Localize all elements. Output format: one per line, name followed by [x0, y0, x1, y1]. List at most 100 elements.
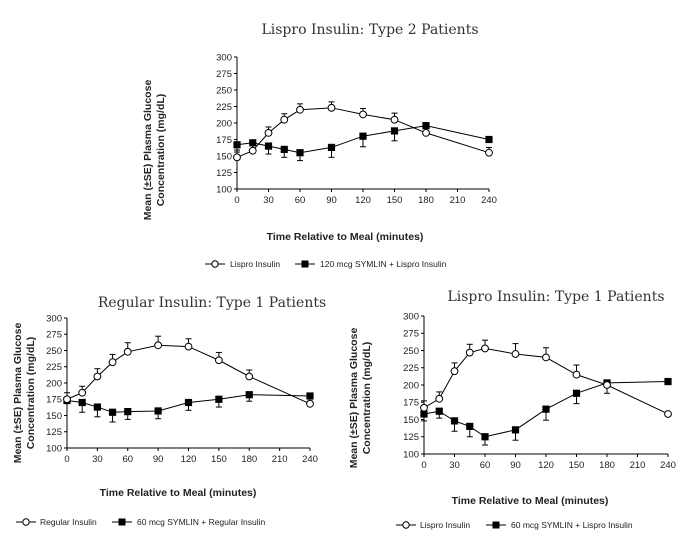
- data-point-open-circle: [245, 372, 254, 381]
- legend-item-regular-insulin: Regular Insulin: [16, 517, 97, 527]
- legend-marker-open-circle: [211, 260, 219, 268]
- y-tick-label: 125: [403, 432, 419, 443]
- y-tick-label: 200: [46, 378, 62, 389]
- legend-marker-filled-square: [301, 260, 309, 268]
- data-point-open-circle: [306, 399, 314, 408]
- data-point-open-circle: [603, 381, 611, 389]
- legend-label: 60 mcg SYMLIN + Lispro Insulin: [511, 520, 633, 530]
- y-tick-label: 225: [216, 102, 232, 113]
- legend-label: Lispro Insulin: [420, 520, 470, 530]
- y-tick-label: 200: [216, 118, 232, 129]
- x-tick-label: 210: [630, 460, 646, 471]
- y-tick-label: 175: [46, 395, 62, 406]
- y-tick-label: 100: [403, 449, 419, 460]
- data-point-filled-square: [249, 139, 257, 147]
- data-point-open-circle: [296, 105, 304, 114]
- y-tick-label: 300: [403, 311, 419, 322]
- y-tick-label: 100: [46, 443, 62, 454]
- svg-text:Concentration (mg/dL): Concentration (mg/dL): [361, 342, 373, 455]
- chart-regular-type1: Regular Insulin: Type 1 Patients Mean (±…: [12, 295, 326, 527]
- legend-label: 120 mcg SYMLIN + Lispro Insulin: [320, 259, 447, 269]
- series-line-symlin: [236, 125, 490, 154]
- x-tick-label: 90: [326, 195, 337, 206]
- data-point-open-circle: [664, 410, 672, 418]
- data-point-open-circle: [327, 103, 336, 112]
- legend-label: Lispro Insulin: [230, 259, 280, 269]
- data-point-open-circle: [248, 146, 257, 155]
- chart-lispro-type1: Lispro Insulin: Type 1 Patients Mean (±S…: [348, 289, 676, 530]
- x-axis-label: Time Relative to Meal (minutes): [100, 487, 257, 499]
- x-tick-label: 210: [272, 454, 288, 465]
- series-line-insulin: [423, 347, 669, 415]
- legend-item-lispro-insulin: Lispro Insulin: [205, 259, 280, 269]
- x-tick-label: 60: [295, 195, 306, 206]
- y-tick-label: 200: [403, 380, 419, 391]
- x-tick-label: 150: [211, 454, 227, 465]
- series-line-insulin: [236, 107, 490, 158]
- data-point-filled-square: [359, 132, 367, 140]
- data-point-open-circle: [359, 110, 367, 119]
- y-tick-label: 125: [216, 168, 232, 179]
- y-tick-label: 225: [46, 362, 62, 373]
- y-tick-label: 150: [216, 151, 232, 162]
- data-point-filled-square: [390, 127, 399, 135]
- x-tick-label: 120: [538, 460, 554, 471]
- x-axis-label: Time Relative to Meal (minutes): [452, 495, 609, 507]
- data-point-open-circle: [485, 148, 493, 157]
- data-point-open-circle: [184, 342, 193, 351]
- data-point-filled-square: [422, 122, 430, 130]
- data-point-filled-square: [215, 395, 223, 403]
- svg-text:Mean (±SE) Plasma Glucose: Mean (±SE) Plasma Glucose: [142, 80, 154, 221]
- x-tick-label: 90: [510, 460, 521, 471]
- data-point-open-circle: [78, 388, 87, 397]
- legend: Lispro Insulin 60 mcg SYMLIN + Lispro In…: [396, 520, 633, 530]
- x-tick-label: 30: [92, 454, 103, 465]
- data-point-open-circle: [572, 370, 581, 379]
- data-point-open-circle: [214, 356, 223, 365]
- data-point-filled-square: [485, 135, 493, 144]
- data-point-open-circle: [465, 348, 474, 357]
- data-point-open-circle: [233, 153, 241, 162]
- plot-area: 100 125 150 175 200 225 250 275 300 0 30 60 90 120 150…: [216, 52, 497, 206]
- x-tick-label: 180: [599, 460, 615, 471]
- data-point-filled-square: [78, 398, 86, 407]
- svg-text:Mean (±SE) Plasma Glucose: Mean (±SE) Plasma Glucose: [348, 328, 360, 469]
- x-tick-label: 0: [234, 195, 239, 206]
- data-point-open-circle: [422, 129, 430, 137]
- data-point-open-circle: [511, 350, 520, 358]
- data-point-filled-square: [664, 377, 672, 386]
- legend-item-symlin-lispro: 120 mcg SYMLIN + Lispro Insulin: [295, 259, 447, 269]
- y-tick-label: 250: [403, 346, 419, 357]
- legend-marker-open-circle: [22, 518, 30, 526]
- legend: Regular Insulin 60 mcg SYMLIN + Regular …: [16, 517, 266, 527]
- data-point-filled-square: [264, 142, 273, 150]
- data-point-open-circle: [93, 372, 102, 381]
- data-point-filled-square: [306, 392, 314, 400]
- data-point-filled-square: [450, 417, 459, 425]
- data-point-filled-square: [296, 149, 304, 157]
- data-point-filled-square: [327, 143, 336, 152]
- y-tick-label: 175: [216, 135, 232, 146]
- y-tick-label: 250: [46, 346, 62, 357]
- legend-item-symlin-lispro: 60 mcg SYMLIN + Lispro Insulin: [486, 520, 633, 530]
- y-tick-label: 250: [216, 85, 232, 96]
- y-tick-label: 100: [216, 184, 232, 195]
- data-point-filled-square: [466, 422, 474, 430]
- data-point-open-circle: [280, 115, 289, 124]
- y-tick-label: 125: [46, 427, 62, 438]
- legend: Lispro Insulin 120 mcg SYMLIN + Lispro I…: [205, 259, 447, 269]
- x-tick-label: 90: [153, 454, 164, 465]
- y-axis-label: Mean (±SE) Plasma Glucose Concentration …: [12, 323, 37, 464]
- data-point-open-circle: [63, 395, 71, 404]
- data-point-open-circle: [481, 344, 489, 353]
- data-point-open-circle: [435, 394, 444, 403]
- svg-text:Concentration (mg/dL): Concentration (mg/dL): [25, 337, 37, 450]
- legend-label: 60 mcg SYMLIN + Regular Insulin: [137, 517, 266, 527]
- x-tick-label: 30: [449, 460, 460, 471]
- series-line-symlin: [66, 394, 311, 413]
- chart-title: Lispro Insulin: Type 2 Patients: [261, 22, 478, 38]
- x-tick-label: 0: [64, 454, 69, 465]
- data-point-open-circle: [123, 347, 132, 356]
- legend-marker-filled-square: [492, 521, 500, 529]
